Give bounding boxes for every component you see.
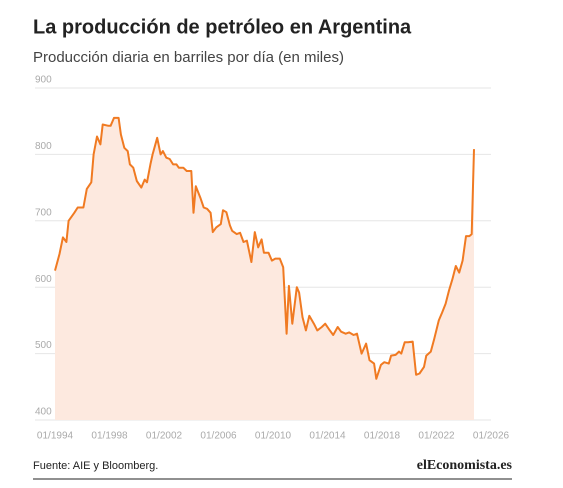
y-tick-label: 800 <box>35 141 52 152</box>
y-tick-label: 700 <box>35 207 52 218</box>
chart-title: La producción de petróleo en Argentina <box>33 16 412 38</box>
chart-subtitle: Producción diaria en barriles por día (e… <box>33 49 344 66</box>
x-tick-label: 01/2002 <box>146 431 183 442</box>
x-tick-label: 01/2010 <box>255 431 292 442</box>
y-tick-label: 900 <box>35 75 52 86</box>
y-tick-label: 600 <box>35 274 52 285</box>
logo: elEconomista.es <box>417 458 513 473</box>
line <box>54 116 475 380</box>
source: Fuente: AIE y Bloomberg. <box>33 460 158 472</box>
x-tick-label: 01/2026 <box>473 431 510 442</box>
x-tick-label: 01/2022 <box>418 431 455 442</box>
x-tick-label: 01/1994 <box>37 431 74 442</box>
x-tick-label: 01/2018 <box>364 431 401 442</box>
area <box>55 117 474 421</box>
y-tick-label: 500 <box>35 340 52 351</box>
x-tick-label: 01/2014 <box>309 431 346 442</box>
x-tick-label: 01/2006 <box>200 431 237 442</box>
y-tick-label: 400 <box>35 407 52 418</box>
x-tick-label: 01/1998 <box>91 431 128 442</box>
